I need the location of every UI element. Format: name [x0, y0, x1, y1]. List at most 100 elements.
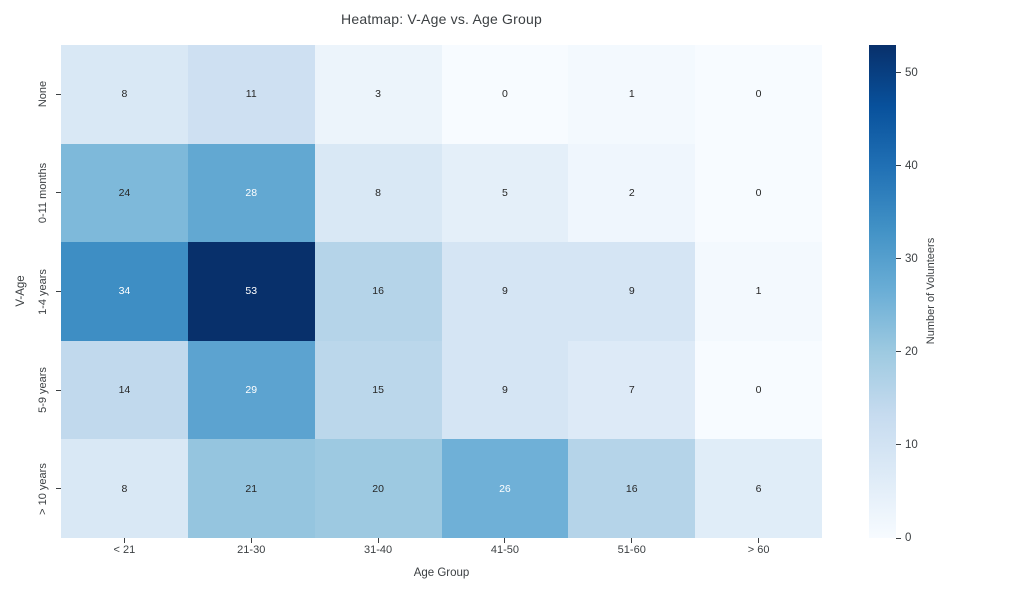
y-tick [56, 291, 61, 292]
heatmap-cell: 15 [314, 340, 442, 440]
heatmap-cell: 28 [187, 143, 315, 243]
heatmap-cell: 53 [187, 242, 315, 341]
colorbar-tick [896, 72, 901, 74]
x-axis-label: Age Group [413, 567, 470, 579]
x-tick [758, 538, 760, 543]
y-tick-label: 0-11 months [37, 162, 49, 224]
heatmap-cell: 8 [61, 45, 188, 144]
x-tick [504, 538, 506, 543]
cell-value: 3 [375, 88, 381, 101]
heatmap-cell: 14 [61, 340, 188, 440]
cell-value: 20 [372, 482, 384, 495]
x-tick [377, 538, 379, 543]
heatmap-cell: 2 [568, 143, 696, 243]
heatmap-cell: 6 [695, 439, 822, 538]
cell-value: 9 [501, 285, 508, 298]
cell-value: 34 [118, 285, 131, 298]
x-tick [250, 538, 252, 543]
colorbar-gradient [869, 45, 896, 538]
heatmap-cell: 9 [568, 242, 696, 341]
heatmap-cell: 0 [695, 340, 822, 440]
cell-value: 16 [625, 482, 638, 495]
colorbar-tick-label: 0 [905, 532, 912, 544]
y-tick-label: 1-4 years [37, 268, 49, 315]
colorbar-tick [896, 258, 901, 260]
cell-value: 0 [755, 186, 762, 199]
x-tick-label: > 60 [747, 544, 770, 556]
heatmap-cell: 8 [61, 439, 188, 538]
cell-value: 9 [501, 384, 508, 397]
colorbar-tick-label: 20 [905, 345, 918, 358]
y-tick [56, 389, 61, 391]
y-tick [56, 488, 61, 490]
heatmap-cell: 20 [314, 439, 442, 538]
y-tick [56, 192, 61, 194]
heatmap-cell: 24 [61, 143, 188, 243]
heatmap-cell: 0 [695, 45, 822, 144]
x-tick-label: 51-60 [617, 544, 646, 556]
colorbar-tick [896, 351, 901, 353]
cell-value: 24 [118, 186, 131, 199]
heatmap-cell: 1 [568, 45, 696, 144]
cell-value: 0 [755, 88, 762, 101]
cell-value: 9 [628, 285, 635, 298]
colorbar-tick-label: 10 [905, 438, 918, 451]
heatmap-cell: 9 [441, 340, 569, 440]
colorbar-label: Number of Volunteers [925, 237, 937, 345]
colorbar-tick-label: 30 [905, 252, 918, 265]
cell-value: 16 [372, 285, 384, 298]
cell-value: 15 [372, 384, 384, 397]
cell-value: 53 [245, 285, 258, 298]
heatmap-cell: 0 [441, 45, 569, 144]
cell-value: 2 [628, 186, 635, 199]
cell-value: 11 [245, 88, 257, 101]
x-tick [631, 538, 633, 543]
colorbar-tick [896, 537, 901, 539]
heatmap-cell: 0 [695, 143, 822, 243]
heatmap-cell: 11 [187, 45, 315, 144]
colorbar-tick [896, 165, 901, 167]
x-tick-label: 31-40 [364, 544, 393, 556]
cell-value: 8 [121, 88, 128, 101]
y-axis-label: V-Age [15, 275, 27, 307]
heatmap-cell: 1 [695, 242, 822, 341]
colorbar-tick-label: 50 [905, 66, 918, 79]
colorbar-tick [896, 444, 901, 446]
chart-title: Heatmap: V-Age vs. Age Group [341, 11, 542, 27]
heatmap-cell: 34 [61, 242, 188, 341]
colorbar-tick-label: 40 [905, 159, 918, 172]
cell-value: 0 [755, 384, 762, 397]
cell-value: 1 [628, 88, 635, 101]
heatmap-cell: 3 [314, 45, 442, 144]
cell-value: 14 [118, 384, 131, 397]
x-tick [123, 538, 125, 543]
heatmap-cell: 21 [187, 439, 315, 538]
heatmap-grid: 8 11 3 0 1 0 24 28 8 5 2 0 34 53 16 9 9 1 14 29 15 9 7 0 8 21 20 26… [61, 45, 822, 538]
heatmap-cell: 8 [314, 143, 442, 243]
cell-value: 8 [375, 186, 381, 199]
heatmap-cell: 26 [441, 439, 569, 538]
cell-value: 8 [121, 482, 128, 495]
cell-value: 1 [755, 285, 762, 298]
cell-value: 26 [499, 482, 511, 495]
heatmap-cell: 16 [314, 242, 442, 341]
x-tick-label: 41-50 [490, 544, 519, 556]
cell-value: 7 [628, 384, 635, 397]
y-tick-label: > 10 years [37, 462, 49, 515]
heatmap-cell: 7 [568, 340, 696, 440]
y-tick-label: None [37, 81, 49, 108]
cell-value: 5 [501, 186, 508, 199]
heatmap-cell: 5 [441, 143, 569, 243]
x-tick-label: 21-30 [237, 544, 266, 556]
cell-value: 0 [501, 88, 508, 101]
cell-value: 6 [755, 482, 762, 495]
y-tick [56, 93, 61, 95]
heatmap-cell: 9 [441, 242, 569, 341]
cell-value: 28 [245, 186, 258, 199]
cell-value: 29 [245, 384, 258, 397]
x-tick-label: < 21 [113, 544, 136, 556]
cell-value: 21 [245, 482, 258, 495]
heatmap-cell: 29 [187, 340, 315, 440]
y-tick-label: 5-9 years [37, 367, 49, 414]
